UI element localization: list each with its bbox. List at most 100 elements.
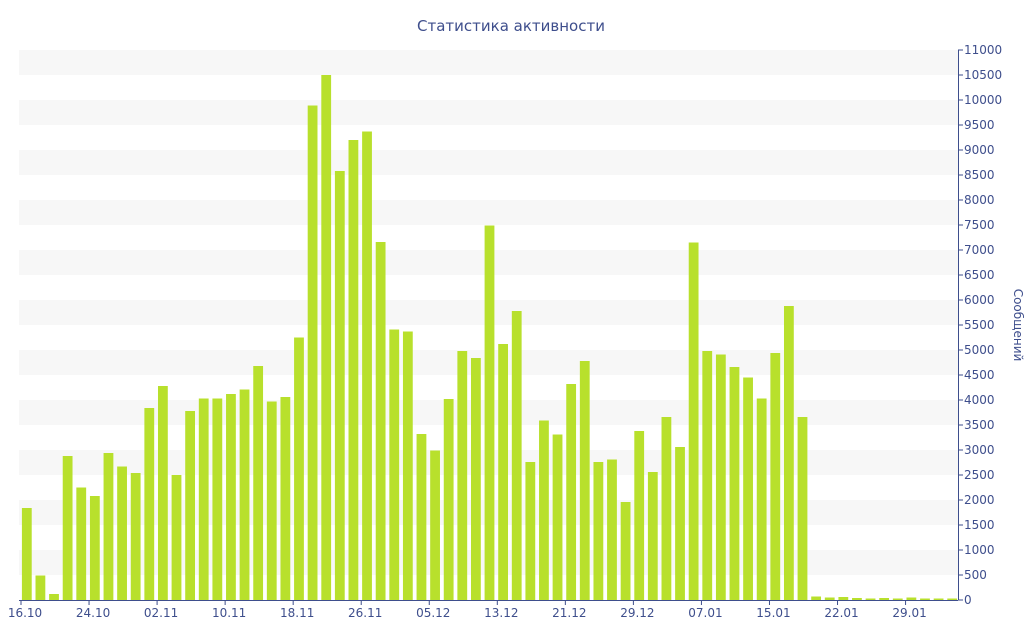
- y-tick-label: 7500: [964, 218, 995, 232]
- axes: [19, 49, 963, 605]
- bar: [430, 450, 440, 600]
- grid-band: [19, 50, 958, 75]
- x-tick-label: 05.12: [416, 606, 450, 620]
- bar: [239, 389, 250, 600]
- grid-band: [19, 200, 958, 225]
- bar: [307, 105, 318, 600]
- y-tick-label: 2500: [964, 468, 995, 482]
- bar: [362, 131, 372, 600]
- x-tick-label: 22.01: [824, 606, 858, 620]
- bar: [552, 434, 563, 600]
- bar: [389, 329, 400, 600]
- bar: [294, 337, 304, 600]
- x-tick-label: 10.11: [212, 606, 246, 620]
- x-tick-label: 24.10: [76, 606, 110, 620]
- bar: [770, 353, 781, 600]
- bar: [280, 397, 291, 600]
- chart-title: Статистика активности: [417, 17, 605, 35]
- x-tick-label: 18.11: [280, 606, 314, 620]
- bar: [593, 462, 604, 600]
- y-tick-label: 11000: [964, 43, 1002, 57]
- bar: [76, 487, 87, 600]
- bar: [838, 597, 849, 600]
- bar: [266, 401, 277, 600]
- grid-band: [19, 100, 958, 125]
- bar: [743, 377, 753, 600]
- bar: [797, 417, 808, 600]
- x-tick-label: 13.12: [484, 606, 518, 620]
- bar: [824, 597, 835, 600]
- x-tick-labels: 16.10 24.10 02.11 10.11 18.11 26.11 05.12 13.12…: [8, 606, 927, 620]
- y-tick-label: 9500: [964, 118, 995, 132]
- bar: [947, 598, 958, 600]
- bar: [253, 366, 264, 600]
- bar: [647, 472, 658, 600]
- y-tick-label: 4500: [964, 368, 995, 382]
- bar: [130, 473, 141, 600]
- bar: [35, 575, 46, 600]
- bar: [402, 331, 413, 600]
- bar: [198, 398, 209, 600]
- x-tick-label: 16.10: [8, 606, 42, 620]
- bar: [334, 171, 345, 600]
- y-tick-labels: 0 500 1000 1500 2000 2500 3000 3500 4000 4500 5000…: [964, 43, 1002, 607]
- grid-band: [19, 150, 958, 175]
- bar: [539, 420, 549, 600]
- bar: [470, 358, 481, 600]
- y-tick-label: 2000: [964, 493, 995, 507]
- bar: [756, 398, 767, 600]
- bar: [702, 351, 713, 600]
- bar: [511, 311, 522, 600]
- bar: [525, 462, 536, 600]
- bar: [729, 367, 740, 600]
- y-tick-label: 5000: [964, 343, 995, 357]
- bar: [117, 466, 127, 600]
- y-tick-label: 1000: [964, 543, 995, 557]
- y-tick-label: 7000: [964, 243, 995, 257]
- y-tick-label: 1500: [964, 518, 995, 532]
- y-axis-label: Сообщений: [1011, 289, 1024, 362]
- y-tick-label: 4000: [964, 393, 995, 407]
- x-tick-label: 07.01: [688, 606, 722, 620]
- bar: [375, 242, 386, 600]
- y-tick-label: 9000: [964, 143, 995, 157]
- bar: [144, 408, 155, 600]
- bar: [416, 434, 427, 600]
- bar: [634, 431, 645, 600]
- bar: [715, 354, 726, 600]
- bar: [879, 598, 890, 600]
- y-tick-label: 3000: [964, 443, 995, 457]
- bar: [185, 411, 196, 600]
- bar: [157, 386, 168, 600]
- bar: [498, 344, 509, 600]
- y-tick-label: 0: [964, 593, 972, 607]
- x-tick-label: 26.11: [348, 606, 382, 620]
- bar: [49, 594, 59, 600]
- y-tick-label: 6000: [964, 293, 995, 307]
- x-tick-label: 15.01: [756, 606, 790, 620]
- x-tick-label: 29.01: [892, 606, 926, 620]
- y-tick-label: 3500: [964, 418, 995, 432]
- bar: [484, 225, 495, 600]
- y-tick-label: 8000: [964, 193, 995, 207]
- bar: [675, 447, 685, 600]
- y-tick-label: 8500: [964, 168, 995, 182]
- bar: [171, 475, 182, 600]
- bar: [89, 496, 100, 600]
- bar: [620, 502, 631, 600]
- bar: [321, 75, 332, 600]
- bar: [892, 598, 903, 600]
- y-tick-label: 10000: [964, 93, 1002, 107]
- bar: [579, 361, 590, 600]
- bar: [457, 351, 468, 600]
- y-tick-label: 6500: [964, 268, 995, 282]
- y-tick-label: 10500: [964, 68, 1002, 82]
- bar: [906, 597, 917, 600]
- bars: [21, 75, 958, 600]
- bar: [920, 598, 930, 600]
- bar: [212, 398, 223, 600]
- x-tick-label: 21.12: [552, 606, 586, 620]
- bar: [348, 140, 359, 600]
- bar: [783, 306, 794, 600]
